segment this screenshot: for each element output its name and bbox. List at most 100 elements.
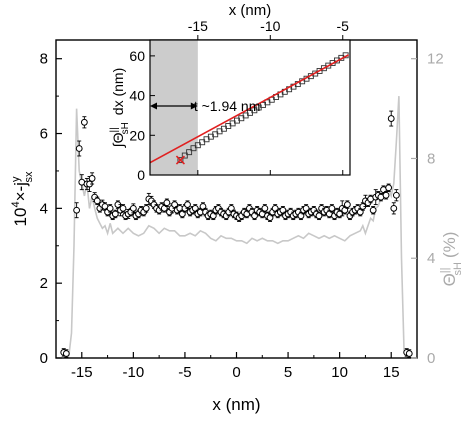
data-marker — [88, 175, 96, 182]
inset-ylabel-rest: dx (nm) — [110, 68, 126, 119]
inset-y-tick-label: 20 — [129, 127, 145, 143]
data-marker — [392, 191, 400, 199]
data-point — [142, 204, 150, 213]
x-tick-label: -5 — [178, 364, 191, 381]
data-points-layer — [60, 110, 413, 358]
inset-y-axis-label: ∫Θ||sH dx (nm) — [109, 68, 131, 149]
data-marker — [73, 206, 81, 214]
ylabel-left-sub: sx — [23, 171, 35, 183]
data-point — [111, 209, 119, 219]
data-marker — [75, 145, 83, 152]
inset-y-tick-label: 40 — [129, 88, 145, 104]
x-tick-label: 10 — [331, 364, 348, 381]
main-plot: -15 -10 -5 0 5 10 15 0 2 4 6 8 0 4 8 12 x (nm) — [40, 39, 444, 414]
inset-points-layer — [175, 52, 349, 165]
y-left-tick-label: 4 — [40, 200, 48, 217]
ylabel-right-sub: sH — [452, 262, 464, 276]
data-point — [106, 204, 114, 213]
data-point — [369, 206, 377, 215]
arrow-head-right — [190, 102, 198, 110]
x-tick-label: 15 — [383, 364, 400, 381]
inset-marker — [194, 142, 201, 149]
data-marker — [261, 204, 269, 212]
x-axis-label: x (nm) — [212, 395, 260, 414]
data-point — [75, 140, 83, 157]
data-point — [93, 196, 101, 206]
thickness-annotation: t ~1.94 nm — [194, 98, 261, 114]
inset-ticks: -15 -10 -5 0 20 40 60 — [129, 18, 349, 183]
y-left-tick-label: 2 — [40, 275, 48, 292]
inset-red-star — [175, 155, 186, 165]
inset-marker — [212, 131, 219, 138]
data-point — [315, 211, 323, 221]
arrow-head-left — [150, 102, 157, 110]
data-marker — [184, 201, 191, 209]
data-point — [88, 172, 96, 185]
data-marker — [343, 201, 351, 209]
inset-marker — [181, 152, 188, 159]
ylabel-right-sup: || — [439, 267, 451, 273]
inset-ylabel-sub: sH — [120, 122, 131, 134]
data-point — [405, 349, 413, 358]
ylabel-left-sup: 4 — [10, 201, 22, 207]
x-tick-label: 0 — [232, 364, 240, 381]
inset-plot: -15 -10 -5 0 20 40 60 x (nm) t ~1.94 nm — [129, 2, 351, 183]
data-marker — [405, 350, 413, 357]
data-marker — [119, 204, 127, 212]
x-tick-label: -15 — [71, 364, 93, 381]
data-point — [343, 200, 351, 209]
y-right-tick-label: 4 — [427, 250, 435, 267]
inset-marker — [199, 139, 206, 146]
data-marker — [80, 118, 88, 126]
y-left-tick-label: 8 — [40, 51, 48, 68]
data-point — [119, 204, 127, 213]
data-point — [392, 189, 400, 202]
y-left-tick-label: 0 — [40, 350, 48, 367]
data-marker — [369, 206, 377, 214]
data-marker — [142, 204, 150, 212]
ylabel-left-main: ×-j — [11, 182, 30, 201]
theta-line-layer — [65, 96, 408, 359]
inset-plot-frame — [149, 39, 351, 176]
ylabel-left-sup2: y — [10, 176, 22, 182]
inset-fit-line — [149, 54, 349, 164]
data-marker — [111, 210, 119, 218]
ylabel-left-base: 10 — [11, 208, 30, 227]
data-marker — [328, 204, 336, 212]
inset-marker — [177, 157, 184, 164]
data-point — [261, 204, 269, 213]
inset-marker — [190, 145, 197, 152]
inset-ylabel-sup: || — [109, 127, 120, 132]
data-marker — [62, 350, 70, 357]
inset-x-tick-label: -10 — [260, 18, 280, 34]
data-marker — [106, 204, 114, 212]
ylabel-right-theta: Θ — [440, 273, 459, 286]
data-point — [184, 200, 191, 209]
data-point — [80, 116, 88, 129]
x-tick-label: -10 — [123, 364, 145, 381]
inset-shaded-region — [150, 40, 198, 175]
x-tick-label: 5 — [284, 364, 292, 381]
data-marker — [385, 184, 393, 192]
data-point — [385, 183, 393, 192]
y-axis-left-label: 104×-jysx — [10, 171, 35, 226]
inset-x-tick-label: -5 — [337, 18, 350, 34]
inset-x-tick-label: -15 — [188, 18, 208, 34]
axis-titles: 104×-jysx Θ||sH(%) ∫Θ||sH dx (nm) — [10, 68, 464, 287]
data-point — [62, 349, 70, 358]
theta-line — [65, 96, 408, 359]
inset-ylabel-int: ∫Θ — [110, 132, 126, 148]
y-left-tick-label: 6 — [40, 126, 48, 143]
data-point — [163, 198, 171, 207]
data-marker — [129, 204, 137, 212]
data-marker — [315, 212, 323, 220]
inset-marker — [186, 149, 193, 156]
inset-y-tick-label: 60 — [129, 48, 145, 64]
data-point — [382, 191, 390, 200]
data-point — [328, 204, 336, 213]
data-point — [390, 202, 398, 215]
data-point — [73, 202, 81, 219]
data-marker — [93, 197, 101, 205]
data-marker — [163, 199, 171, 207]
